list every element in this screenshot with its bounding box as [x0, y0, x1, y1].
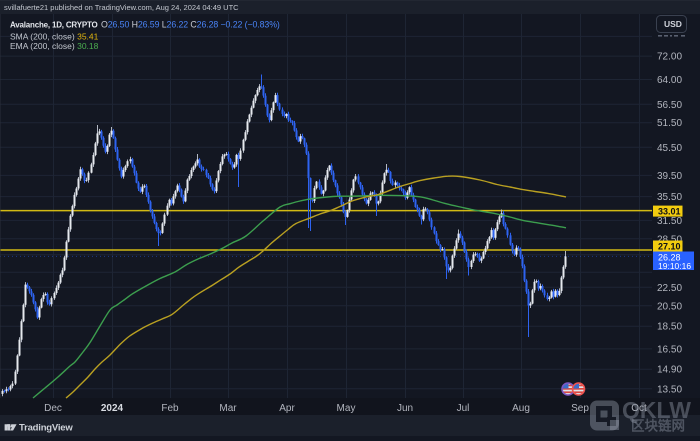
svg-text:56.50: 56.50: [657, 100, 682, 111]
svg-text:22.50: 22.50: [657, 283, 682, 294]
svg-text:Feb: Feb: [161, 403, 179, 414]
svg-text:Sep: Sep: [571, 403, 589, 414]
svg-text:33.01: 33.01: [658, 206, 681, 216]
svg-text:13.50: 13.50: [657, 384, 682, 395]
svg-text:16.50: 16.50: [657, 344, 682, 355]
svg-text:18.50: 18.50: [657, 322, 682, 333]
svg-text:51.50: 51.50: [657, 118, 682, 129]
svg-text:64.00: 64.00: [657, 75, 682, 86]
svg-text:Dec: Dec: [44, 403, 62, 414]
svg-text:O26.50 H26.59 L26.22 C26.28 −0: O26.50 H26.59 L26.22 C26.28 −0.22 (−0.83…: [101, 20, 280, 30]
svg-text:14.90: 14.90: [657, 365, 682, 376]
svg-text:EMA (200, close) 30.18: EMA (200, close) 30.18: [10, 41, 99, 51]
svg-text:31.50: 31.50: [657, 216, 682, 227]
svg-text:72.00: 72.00: [657, 52, 682, 63]
svg-text:Mar: Mar: [219, 403, 237, 414]
svg-text:Jul: Jul: [457, 403, 470, 414]
svg-text:Oct: Oct: [631, 403, 647, 414]
svg-text:20.50: 20.50: [657, 301, 682, 312]
svg-text:39.50: 39.50: [657, 171, 682, 182]
svg-text:35.50: 35.50: [657, 192, 682, 203]
svg-text:Aug: Aug: [512, 403, 530, 414]
svg-text:QKLW: QKLW: [622, 397, 691, 423]
svg-text:27.10: 27.10: [658, 242, 681, 252]
svg-text:区块链网: 区块链网: [631, 418, 685, 434]
svg-text:26.28: 26.28: [658, 252, 681, 262]
svg-text:TradingView: TradingView: [19, 422, 73, 433]
svg-text:SMA (200, close) 35.41: SMA (200, close) 35.41: [10, 31, 99, 41]
svg-text:2024: 2024: [101, 403, 124, 414]
svg-text:USD: USD: [664, 19, 682, 29]
svg-text:svillafuerte21 published on Tr: svillafuerte21 published on TradingView.…: [4, 3, 239, 12]
svg-text:28.50: 28.50: [657, 234, 682, 245]
svg-text:May: May: [337, 403, 356, 414]
svg-text:45.50: 45.50: [657, 143, 682, 154]
svg-text:Jun: Jun: [397, 403, 413, 414]
svg-text:19:10:16: 19:10:16: [658, 261, 691, 271]
svg-text:Apr: Apr: [279, 403, 295, 414]
svg-text:Avalanche, 1D, CRYPTO: Avalanche, 1D, CRYPTO: [10, 21, 98, 30]
